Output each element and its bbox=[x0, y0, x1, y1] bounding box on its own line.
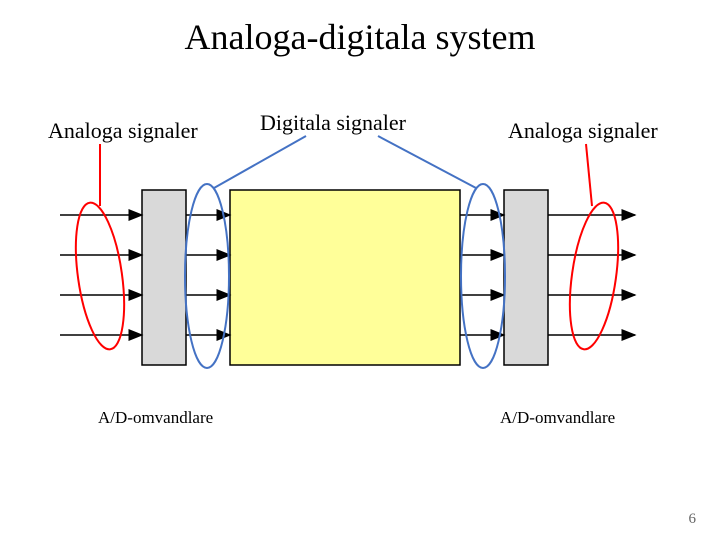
digital-system-box bbox=[230, 190, 460, 365]
analog-ellipse-left bbox=[68, 200, 132, 353]
converter-right-box bbox=[504, 190, 548, 365]
analog-ellipse-right bbox=[562, 200, 626, 353]
digital-ellipse-left bbox=[185, 184, 229, 368]
digital-ellipse-right bbox=[461, 184, 505, 368]
converter-left-box bbox=[142, 190, 186, 365]
system-diagram bbox=[0, 0, 720, 540]
